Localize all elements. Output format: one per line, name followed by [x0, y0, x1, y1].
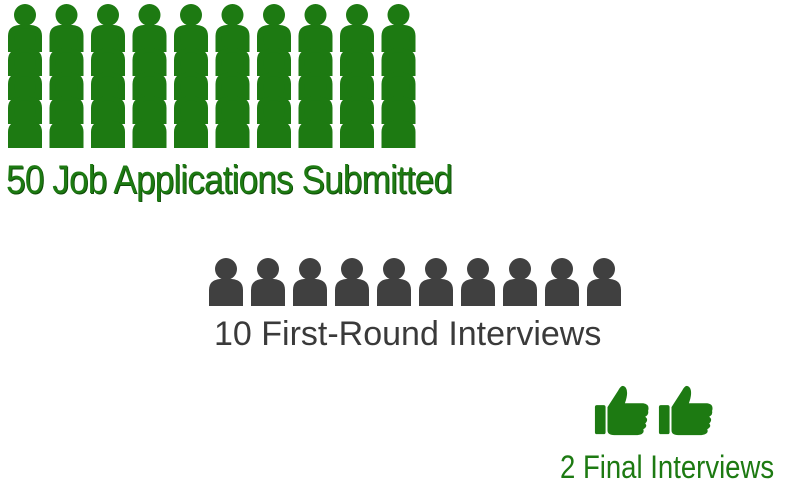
person-icon [251, 258, 285, 306]
final-interviews-thumbs-row [594, 385, 713, 436]
person-icon [503, 258, 537, 306]
final-interviews-label: 2 Final Interviews [560, 449, 775, 485]
person-icon [461, 258, 495, 306]
thumbs-up-icon [658, 385, 713, 436]
person-icon [545, 258, 579, 306]
applications-label: 50 Job Applications Submitted [6, 158, 453, 202]
person-icon [335, 258, 369, 306]
thumbs-up-icon [594, 385, 649, 436]
person-icon [587, 258, 621, 306]
first-round-label: 10 First-Round Interviews [214, 315, 602, 353]
person-icon [209, 258, 243, 306]
first-round-people-row [209, 258, 621, 306]
person-icon [377, 258, 411, 306]
person-icon [293, 258, 327, 306]
applications-people-grid [8, 4, 416, 148]
person-icon [419, 258, 453, 306]
